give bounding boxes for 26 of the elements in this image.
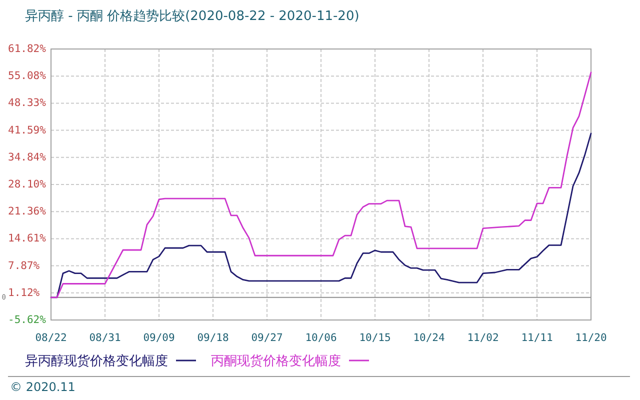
y-tick-label: 21.36% [8, 206, 47, 218]
x-tick-label: 09/09 [143, 332, 175, 344]
y-tick-label: 28.10% [8, 178, 47, 190]
x-tick-label: 08/22 [35, 332, 67, 344]
y-tick-label: -5.62% [8, 314, 47, 326]
y-tick-label: 34.84% [8, 151, 47, 164]
x-tick-label: 10/24 [413, 332, 445, 344]
x-tick-label: 11/02 [467, 332, 499, 344]
y-tick-label: 61.82% [8, 43, 47, 55]
y-tick-label: 7.87% [8, 260, 40, 272]
x-tick-label: 10/15 [359, 332, 391, 344]
y-tick-label: 1.12% [8, 286, 40, 299]
title: 异丙醇 - 丙酮 价格趋势比较(2020-08-22 - 2020-11-20) [25, 9, 360, 24]
legend-label: 丙酮现货价格变化幅度 [211, 353, 341, 369]
x-tick-label: 11/20 [575, 332, 607, 344]
legend-label: 异丙醇现货价格变化幅度 [25, 353, 168, 369]
annotations: © 2020.11 [10, 380, 76, 394]
x-tick-label: 10/06 [305, 332, 337, 344]
y-tick-label: 41.59% [8, 124, 47, 136]
x-tick-label: 08/31 [89, 332, 121, 344]
y-tick-label: 48.33% [8, 97, 47, 110]
x-tick-label: 09/18 [197, 332, 229, 344]
x-tick-label: 09/27 [251, 332, 283, 344]
x-tick-label: 11/11 [521, 332, 553, 344]
y-tick-label: 14.61% [8, 232, 47, 245]
y-tick-label: 55.08% [8, 70, 47, 82]
